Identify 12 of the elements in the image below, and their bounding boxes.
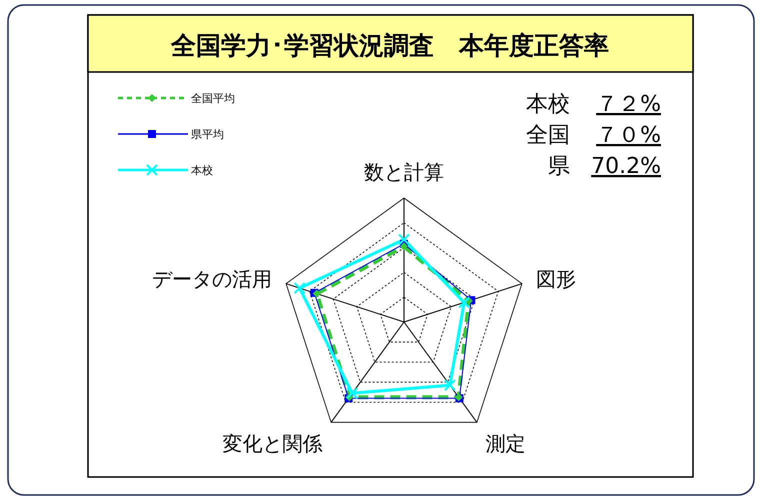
legend-label: 本校 (191, 164, 213, 177)
spoke-label: データの活用 (152, 267, 272, 292)
text: 全国 ７０% (526, 123, 661, 148)
spoke-label: 数と計算 (364, 160, 444, 184)
spoke-label: 図形 (536, 267, 576, 292)
text: 本校 ７２% (526, 92, 661, 117)
spoke-label: 測定 (486, 431, 526, 456)
legend-label: 県平均 (191, 128, 224, 141)
spoke-label: 変化と関係 (222, 431, 322, 456)
legend-label: 全国平均 (191, 92, 235, 105)
chart-title: 全国学力･学習状況調査 本年度正答率 (170, 31, 609, 60)
text: 県 70.2% (548, 154, 661, 179)
